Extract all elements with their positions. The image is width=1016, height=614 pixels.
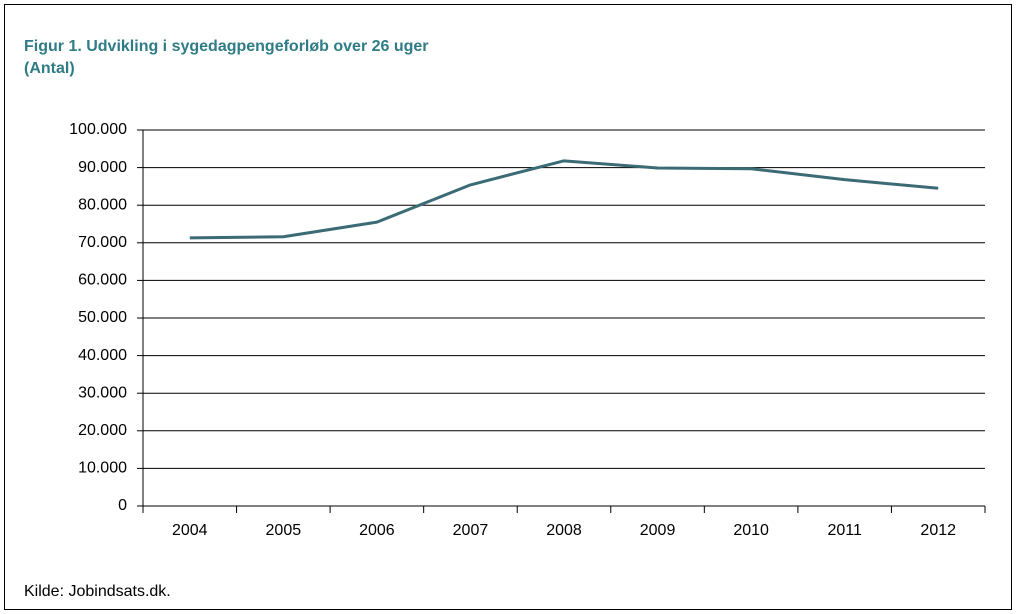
x-tick-label: 2007 — [453, 522, 489, 539]
y-tick-label: 80.000 — [78, 196, 127, 213]
x-tick-label: 2005 — [266, 522, 302, 539]
y-tick-label: 10.000 — [78, 460, 127, 477]
x-tick-label: 2012 — [920, 522, 956, 539]
y-tick-label: 90.000 — [78, 159, 127, 176]
x-tick-label: 2009 — [640, 522, 676, 539]
y-tick-label: 100.000 — [69, 121, 127, 138]
y-tick-label: 70.000 — [78, 234, 127, 251]
x-tick-label: 2008 — [546, 522, 582, 539]
chart-title: Figur 1. Udvikling i sygedagpengeforløb … — [24, 38, 429, 55]
data-line — [189, 159, 939, 240]
x-tick-label: 2004 — [172, 522, 208, 539]
x-tick-label: 2011 — [827, 522, 862, 539]
y-tick-label: 40.000 — [78, 347, 127, 364]
source-note: Kilde: Jobindsats.dk. — [24, 583, 171, 600]
x-tick-label: 2006 — [359, 522, 395, 539]
y-tick-label: 20.000 — [78, 422, 127, 439]
y-tick-label: 30.000 — [78, 384, 127, 401]
frame — [4, 4, 1012, 610]
chart-subtitle: (Antal) — [24, 60, 75, 77]
x-tick-label: 2010 — [733, 522, 769, 539]
y-tick-label: 50.000 — [78, 309, 127, 326]
y-tick-label: 60.000 — [78, 272, 127, 289]
y-tick-label: 0 — [118, 497, 127, 514]
